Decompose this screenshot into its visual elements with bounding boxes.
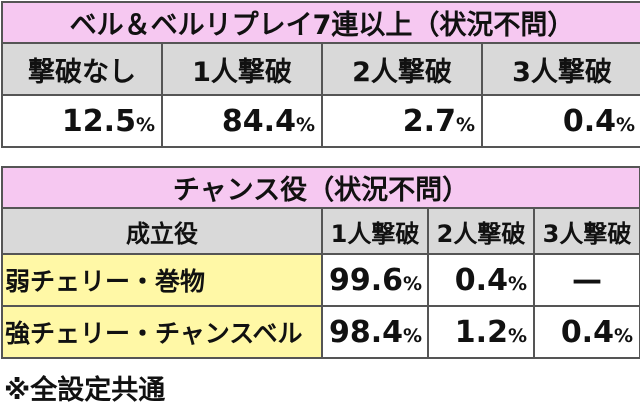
- value-unit: %: [403, 324, 423, 347]
- header-cell: 成立役: [1, 207, 323, 255]
- row-label: 強チェリー・チャンスベル: [1, 305, 323, 359]
- value-cell: —: [532, 253, 640, 307]
- value-number: 1.2: [454, 314, 508, 350]
- header-cell: 1人撃破: [321, 207, 429, 255]
- value-number: 2.7: [402, 103, 456, 139]
- value-cell: 0.4%: [427, 253, 535, 307]
- value-number: —: [572, 262, 602, 298]
- value-unit: %: [616, 113, 636, 136]
- value-unit: %: [613, 324, 634, 347]
- value-number: 0.4: [562, 103, 616, 139]
- value-number: 99.6: [329, 262, 404, 298]
- row: 強チェリー・チャンスベル 98.4% 1.2% 0.4%: [1, 305, 640, 359]
- value-number: 98.4: [329, 314, 404, 350]
- table-2: チャンス役（状況不問） 成立役 1人撃破 2人撃破 3人撃破 弱チェリー・巻物 99.6…: [0, 166, 640, 359]
- value-unit: %: [507, 272, 527, 295]
- value-cell: 12.5%: [1, 94, 163, 148]
- row: 弱チェリー・巻物 99.6% 0.4% —: [1, 253, 640, 307]
- header-cell: 2人撃破: [321, 42, 483, 96]
- row-label: 弱チェリー・巻物: [1, 253, 323, 307]
- header-cell: 2人撃破: [427, 207, 535, 255]
- value-unit: %: [135, 113, 155, 136]
- header-cell: 3人撃破: [532, 207, 640, 255]
- value-unit: %: [403, 272, 423, 295]
- value-cell: 99.6%: [321, 253, 429, 307]
- header-cell: 3人撃破: [480, 42, 640, 96]
- value-cell: 84.4%: [161, 94, 323, 148]
- value-unit: %: [455, 113, 475, 136]
- value-cell: 98.4%: [321, 305, 429, 359]
- footnote: ※全設定共通: [4, 375, 166, 406]
- value-number: 0.4: [560, 314, 614, 350]
- value-cell: 2.7%: [321, 94, 483, 148]
- value-unit: %: [295, 113, 315, 136]
- header-cell: 撃破なし: [1, 42, 163, 96]
- value-number: 84.4: [221, 103, 296, 139]
- title: ベル＆ベルリプレイ7連以上（状況不問）: [0, 1, 640, 44]
- title: チャンス役（状況不問）: [0, 166, 640, 209]
- value-number: 0.4: [454, 262, 508, 298]
- value-cell: 0.4%: [480, 94, 640, 148]
- value-unit: %: [507, 324, 527, 347]
- value-number: 12.5: [61, 103, 136, 139]
- value-cell: 1.2%: [427, 305, 535, 359]
- table-1: ベル＆ベルリプレイ7連以上（状況不問） 撃破なし 1人撃破 2人撃破 3人撃破 12.…: [0, 1, 640, 148]
- header-cell: 1人撃破: [161, 42, 323, 96]
- value-cell: 0.4%: [532, 305, 640, 359]
